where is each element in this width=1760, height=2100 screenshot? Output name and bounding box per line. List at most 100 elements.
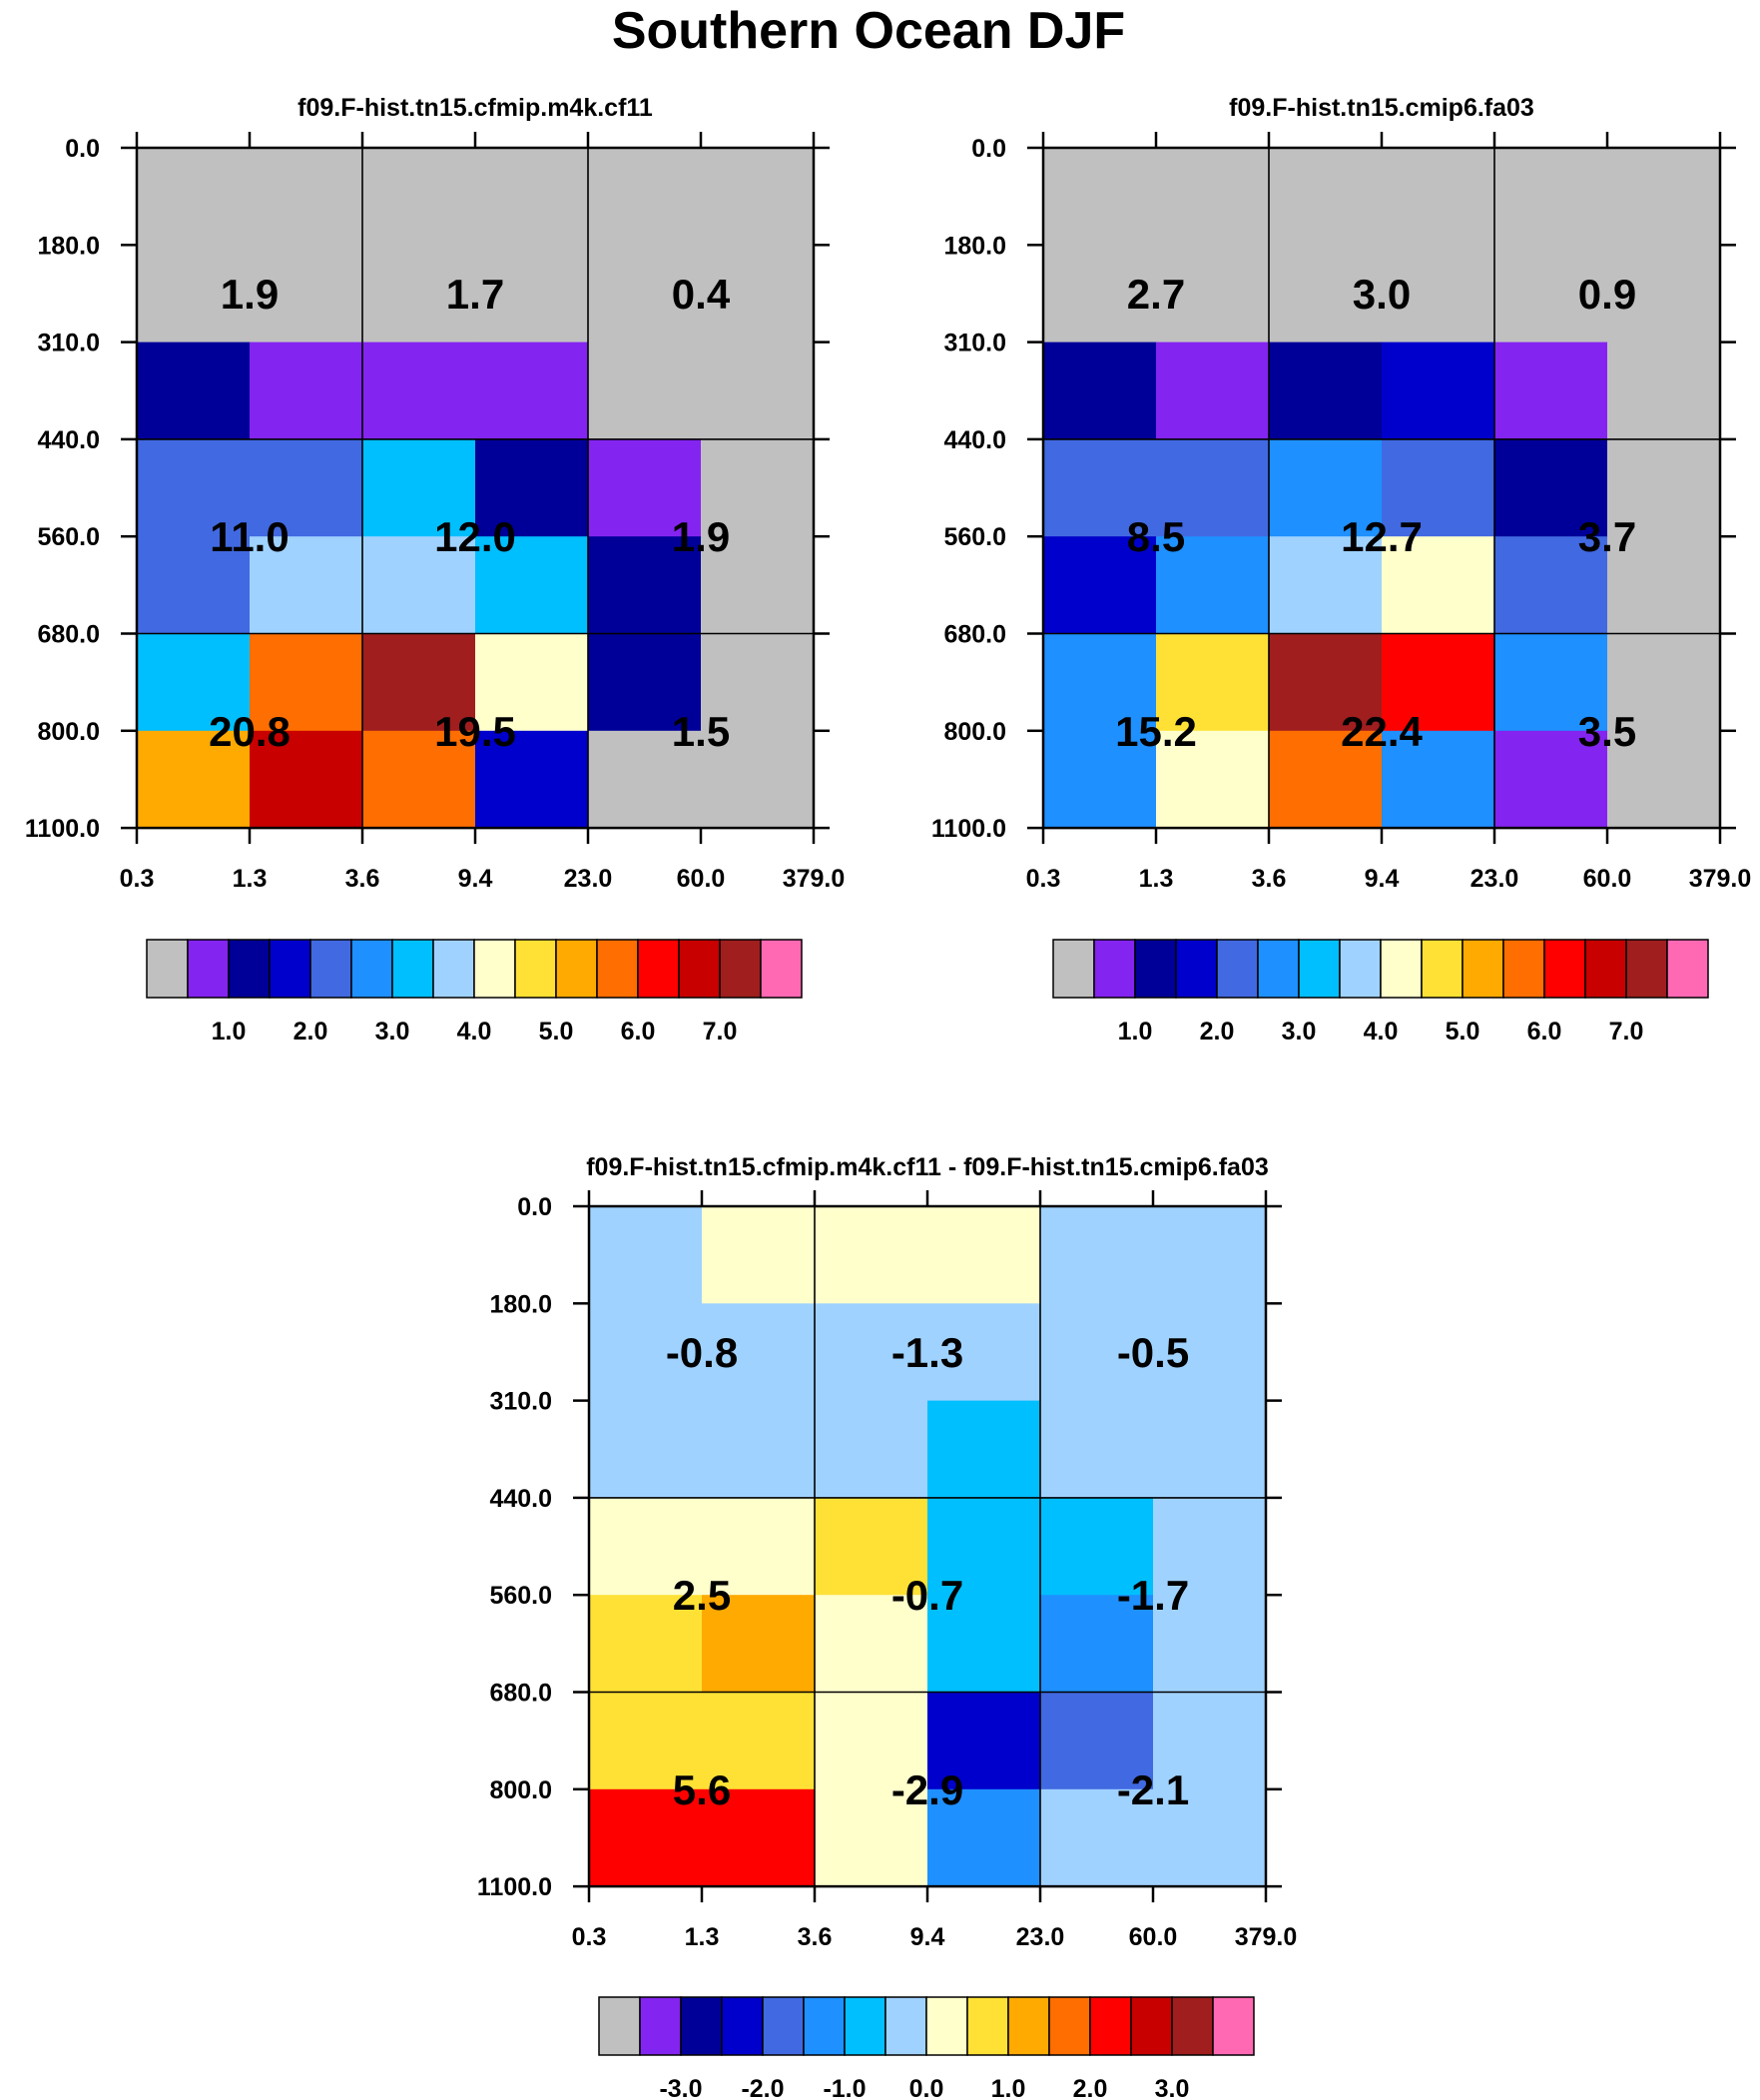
colorbar-label: 1.0 <box>1118 1018 1153 1046</box>
x-tick-label: 1.3 <box>685 1923 720 1951</box>
colorbar-swatch <box>598 1996 641 2056</box>
heatmap-cell <box>1607 633 1721 732</box>
x-tick-label: 9.4 <box>1365 865 1400 893</box>
colorbar: -3.0 -2.0 -1.0 0.0 1.0 2.0 3.0 <box>598 1996 1255 2100</box>
box-value-label: 22.4 <box>1341 708 1423 755</box>
panel-title: f09.F-hist.tn15.cfmip.m4k.cf11 <box>297 94 653 122</box>
heatmap-cell <box>1607 438 1721 537</box>
x-tick-label: 23.0 <box>1470 865 1519 893</box>
colorbar: 1.0 2.0 3.0 4.0 5.0 6.0 7.0 <box>146 939 803 1046</box>
box-value-label: 0.9 <box>1578 271 1636 318</box>
colorbar-swatch <box>1298 939 1341 999</box>
colorbar-label: 1.0 <box>991 2075 1026 2100</box>
colorbar-swatch <box>1171 1996 1214 2056</box>
heatmap-cell <box>475 148 589 246</box>
colorbar-swatch <box>309 939 352 999</box>
colorbar: 1.0 2.0 3.0 4.0 5.0 6.0 7.0 <box>1052 939 1709 1046</box>
box-value-label: 2.7 <box>1127 271 1185 318</box>
colorbar-swatch <box>762 1996 805 2056</box>
heatmap-cell <box>589 1497 703 1596</box>
heatmap-cell <box>1153 1692 1267 1790</box>
heatmap-cell <box>815 1497 928 1596</box>
x-tick-label: 23.0 <box>1016 1923 1065 1951</box>
heatmap-cell <box>589 1206 703 1304</box>
heatmap-cell <box>362 438 476 537</box>
panel-2: f09.F-hist.tn15.cmip6.fa03 0.3 1.3 3.6 9.4 23… <box>931 94 1751 1046</box>
heatmap-cell <box>362 245 476 344</box>
heatmap-cell <box>1153 1595 1267 1694</box>
box-value-label: 1.9 <box>672 513 730 560</box>
colorbar-swatch <box>514 939 557 999</box>
x-tick-label: 9.4 <box>458 865 493 893</box>
heatmap-cell <box>1040 1595 1154 1694</box>
heatmap-cell <box>701 245 815 344</box>
heatmap-cell <box>475 342 589 440</box>
x-tick-label: 60.0 <box>1583 865 1632 893</box>
heatmap-cell <box>137 730 251 829</box>
box-value-label: -1.7 <box>1117 1572 1189 1619</box>
box-value-label: 1.5 <box>672 708 730 755</box>
panel-1: f09.F-hist.tn15.cfmip.m4k.cf11 0.3 1.3 3.6 9… <box>25 94 845 1046</box>
x-tick-label: 1.3 <box>233 865 268 893</box>
heatmap-cell <box>815 1595 928 1694</box>
heatmap-cell <box>589 1595 703 1694</box>
y-tick-label: 180.0 <box>37 232 100 260</box>
heatmap-cell <box>589 1400 703 1499</box>
colorbar-swatch <box>1175 939 1218 999</box>
heatmap-cell <box>1043 245 1157 344</box>
box-value-label: -0.7 <box>891 1572 963 1619</box>
heatmap-cell <box>1494 148 1608 246</box>
box-value-label: 1.7 <box>446 271 504 318</box>
colorbar-swatch <box>432 939 475 999</box>
heatmap-cell <box>701 342 815 440</box>
colorbar-label: 3.0 <box>1155 2075 1190 2100</box>
x-tick-label: 0.3 <box>572 1923 607 1951</box>
box-value-label: 20.8 <box>209 708 291 755</box>
heatmap-cell <box>815 1692 928 1790</box>
heatmap-cell <box>702 1303 816 1402</box>
colorbar-swatch <box>391 939 434 999</box>
heatmap-cell <box>1494 730 1608 829</box>
colorbar-swatch <box>884 1996 927 2056</box>
colorbar-swatch <box>350 939 393 999</box>
colorbar-label: 3.0 <box>1282 1018 1317 1046</box>
heatmap-cell <box>701 633 815 732</box>
colorbar-swatch <box>760 939 803 999</box>
colorbar-swatch <box>1625 939 1668 999</box>
heatmap-cell <box>250 148 363 246</box>
colorbar-label: 5.0 <box>539 1018 574 1046</box>
heatmap-cell <box>702 1692 816 1790</box>
box-value-label: 19.5 <box>434 708 516 755</box>
heatmap-cell <box>1043 536 1157 635</box>
heatmap-cell <box>475 536 589 635</box>
colorbar-swatch <box>1052 939 1095 999</box>
y-tick-label: 310.0 <box>943 330 1006 357</box>
box-value-label: 15.2 <box>1115 708 1197 755</box>
colorbar-label: 2.0 <box>293 1018 328 1046</box>
heatmap-cell <box>362 342 476 440</box>
heatmap-cell <box>1156 148 1270 246</box>
y-tick-label: 310.0 <box>489 1388 552 1416</box>
colorbar-swatch <box>1130 1996 1173 2056</box>
colorbar-swatch <box>1212 1996 1255 2056</box>
y-tick-label: 0.0 <box>971 135 1006 163</box>
x-tick-label: 3.6 <box>798 1923 833 1951</box>
heatmap-cell <box>1382 342 1495 440</box>
heatmap-cell <box>588 730 702 829</box>
heatmap-cell <box>815 1788 928 1887</box>
colorbar-swatch <box>803 1996 846 2056</box>
heatmap-cell <box>1269 633 1383 732</box>
colorbar-swatch <box>1134 939 1177 999</box>
heatmap-cell <box>475 438 589 537</box>
box-value-label: 5.6 <box>673 1766 731 1813</box>
x-tick-label: 3.6 <box>1252 865 1287 893</box>
x-tick-label: 379.0 <box>1235 1923 1298 1951</box>
heatmap-cell <box>1494 633 1608 732</box>
colorbar-swatch <box>1380 939 1423 999</box>
heatmap-cell <box>1043 148 1157 246</box>
heatmap-cell <box>702 1595 816 1694</box>
x-tick-label: 0.3 <box>120 865 155 893</box>
colorbar-swatch <box>966 1996 1009 2056</box>
colorbar-swatch <box>639 1996 682 2056</box>
heatmap-cell <box>815 1303 928 1402</box>
